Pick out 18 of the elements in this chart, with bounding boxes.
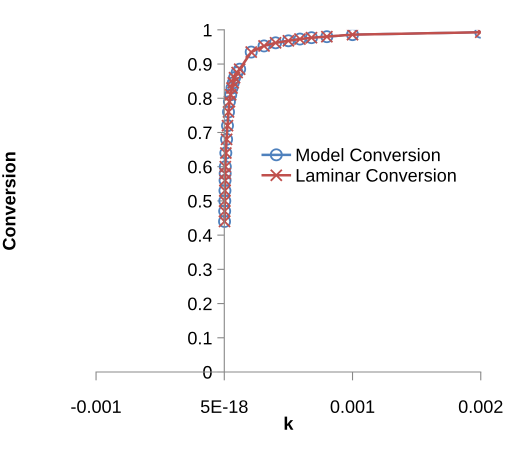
y-tick-label: 0.7 (188, 126, 212, 140)
x-axis-title: k (284, 416, 294, 430)
y-tick-label: 0.6 (188, 160, 212, 174)
legend-label: Model Conversion (296, 148, 440, 162)
y-tick-label: 0.4 (188, 229, 212, 242)
y-tick-label: 0.1 (188, 332, 212, 344)
x-tick-label: -0.001 (71, 400, 121, 414)
legend-label: Laminar Conversion (296, 168, 456, 182)
x-tick-label: 0.001 (330, 400, 374, 414)
y-tick-label: 0.5 (188, 194, 212, 208)
y-tick-label: 0.8 (188, 92, 212, 105)
x-tick-label: 0.002 (458, 400, 502, 414)
y-tick-label: 0.3 (188, 263, 212, 276)
x-tick-label: 5E-18 (200, 400, 248, 414)
y-tick-label: 0.2 (188, 298, 212, 310)
y-tick-label: 1 (204, 24, 212, 36)
y-tick-label: 0.9 (188, 58, 212, 71)
y-axis-title: Conversion (2, 152, 16, 250)
